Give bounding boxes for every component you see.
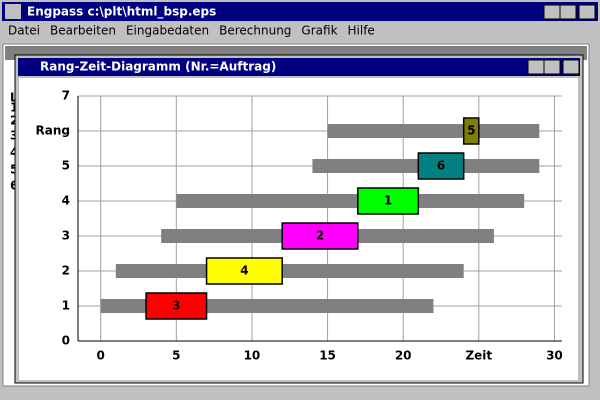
- menu-item[interactable]: Hilfe: [348, 24, 375, 38]
- maximize[interactable]: [559, 4, 577, 20]
- window-title: Engpass c:\plt\html_bsp.eps: [27, 5, 216, 20]
- task-bar: [145, 292, 208, 320]
- y-tick-label: 2: [62, 264, 70, 278]
- task-bar: [417, 152, 465, 180]
- task-label: 1: [384, 194, 392, 208]
- x-tick-label: 30: [546, 349, 563, 363]
- menu-item[interactable]: Bearbeiten: [50, 24, 116, 38]
- task-label: 6: [437, 159, 445, 173]
- menu-item[interactable]: Datei: [8, 24, 40, 38]
- y-tick-label: 4: [62, 194, 70, 208]
- maximize[interactable]: [543, 59, 561, 75]
- x-tick-label: Zeit: [465, 349, 492, 363]
- background-line: L: [10, 91, 18, 105]
- task-label: 3: [172, 299, 180, 313]
- window-controls[interactable]: [543, 4, 596, 20]
- background-line: 5: [10, 163, 18, 177]
- y-tick-label: Rang: [36, 124, 70, 138]
- close[interactable]: [562, 59, 580, 75]
- time-window: [176, 194, 525, 208]
- background-line: 1: [10, 101, 18, 115]
- background-line: 4: [10, 146, 18, 160]
- chart-title: Rang-Zeit-Diagramm (Nr.=Auftrag): [40, 60, 276, 74]
- menu-item[interactable]: Eingabedaten: [126, 24, 209, 38]
- x-tick-label: 5: [172, 349, 180, 363]
- y-tick-label: 3: [62, 229, 70, 243]
- y-tick-label: 5: [62, 159, 70, 173]
- task-label: 2: [316, 229, 324, 243]
- background-line: 6: [10, 179, 18, 193]
- menu-bar: Datei Bearbeiten Eingabedaten Berechnung Gra…: [8, 24, 375, 38]
- chart-window-controls[interactable]: [527, 59, 580, 75]
- menu-item[interactable]: Grafik: [301, 24, 337, 38]
- time-window: [327, 124, 540, 138]
- y-tick-label: 1: [62, 299, 70, 313]
- chart-title-bar: [18, 58, 580, 76]
- task-label: 4: [240, 264, 248, 278]
- x-tick-label: 0: [97, 349, 105, 363]
- task-bar: [281, 222, 359, 250]
- app-icon: [5, 4, 21, 19]
- y-tick-label: 7: [62, 89, 70, 103]
- task-bar: [205, 257, 283, 285]
- background-line: 3: [10, 129, 18, 143]
- x-tick-label: 10: [244, 349, 261, 363]
- task-label: 5: [467, 124, 475, 138]
- x-tick-label: 20: [395, 349, 412, 363]
- background-line: 2: [10, 114, 18, 128]
- title-bar: [2, 2, 598, 21]
- close[interactable]: [578, 4, 596, 20]
- time-window: [115, 264, 464, 278]
- menu-item[interactable]: Berechnung: [219, 24, 291, 38]
- x-tick-label: 15: [319, 349, 336, 363]
- y-tick-label: 0: [62, 334, 70, 348]
- task-bar: [357, 187, 420, 215]
- minimize[interactable]: [527, 59, 545, 75]
- minimize[interactable]: [543, 4, 561, 20]
- task-bar: [462, 117, 480, 145]
